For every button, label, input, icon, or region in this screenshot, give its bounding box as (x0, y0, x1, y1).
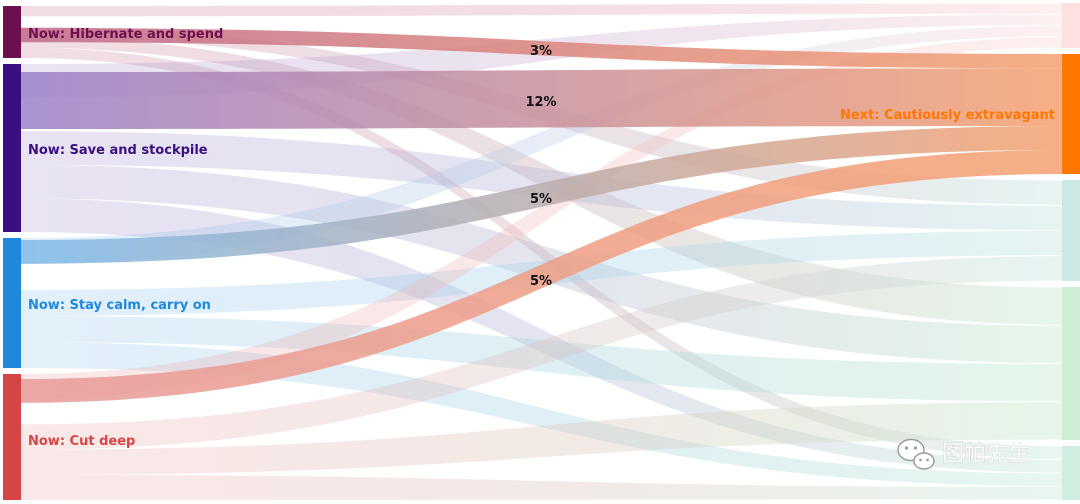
target-node[interactable] (1062, 287, 1080, 440)
flow-band (21, 3, 1062, 17)
target-node[interactable] (1062, 180, 1080, 281)
flow-band (21, 474, 1062, 500)
target-nodes (1062, 3, 1080, 500)
flow-band (21, 256, 1062, 450)
source-nodes (3, 6, 21, 500)
flow-value-label: 3% (530, 44, 552, 59)
source-label: Now: Save and stockpile (28, 143, 208, 158)
highlighted-flows (21, 28, 1062, 403)
watermark: 图帕先生 (897, 438, 1030, 470)
flow-band-highlighted (21, 150, 1062, 403)
target-node[interactable] (1062, 446, 1080, 500)
flow-band (21, 37, 1062, 400)
source-label: Now: Cut deep (28, 434, 135, 449)
flow-band (21, 402, 1062, 475)
wechat-icon (897, 438, 935, 470)
target-label: Next: Cautiously extravagant (840, 108, 1055, 123)
flow-band-highlighted (21, 28, 1062, 69)
source-node[interactable] (3, 238, 21, 368)
flow-band (21, 198, 1062, 473)
target-node[interactable] (1062, 54, 1080, 174)
flow-value-label: 5% (530, 274, 552, 289)
source-node[interactable] (3, 64, 21, 232)
flow-value-label: 5% (530, 192, 552, 207)
flow-band (21, 131, 1062, 230)
source-node[interactable] (3, 374, 21, 500)
source-label: Now: Hibernate and spend (28, 27, 223, 42)
source-label: Now: Stay calm, carry on (28, 298, 211, 313)
flow-band-highlighted (21, 126, 1062, 264)
flow-band-highlighted (21, 68, 1062, 129)
flow-value-label: 12% (525, 95, 556, 110)
watermark-text: 图帕先生 (942, 442, 1030, 467)
labels: Now: Hibernate and spend Now: Save and st… (28, 27, 1055, 449)
source-node[interactable] (3, 6, 21, 58)
target-node[interactable] (1062, 3, 1080, 48)
flow-band (21, 26, 1062, 264)
